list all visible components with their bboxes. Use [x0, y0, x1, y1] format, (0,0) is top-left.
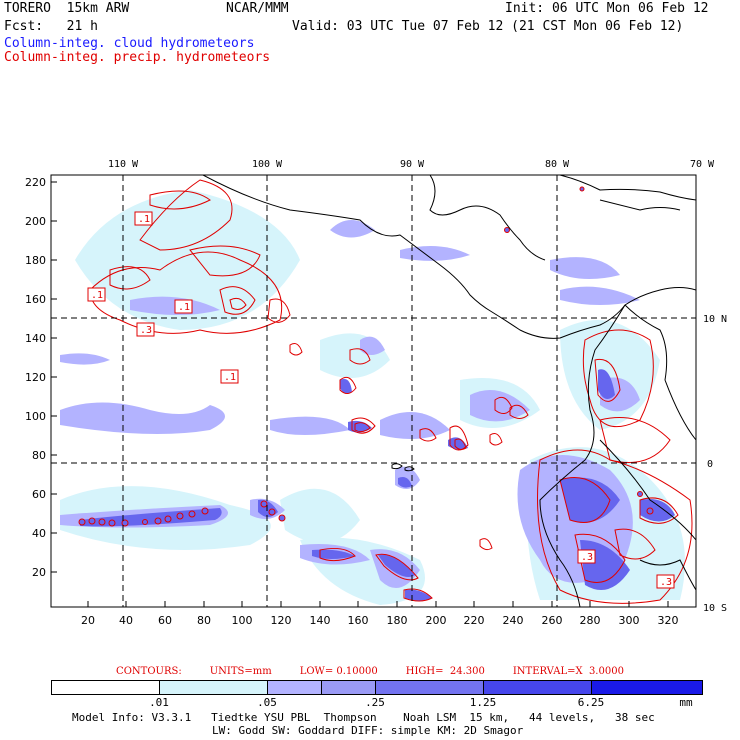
y-tick-label: 220	[25, 176, 46, 189]
x-axis: 20 40 60 80 100 120 140 160 180 200 220 …	[81, 601, 679, 627]
colorbar-units: mm	[679, 696, 693, 709]
svg-text:.3: .3	[660, 577, 672, 588]
colorbar-segment	[483, 680, 592, 695]
contour-title: CONTOURS:	[116, 666, 182, 677]
map-frame	[50, 174, 697, 608]
x-tick-label: 100	[232, 614, 253, 627]
y-tick-label: 60	[32, 488, 46, 501]
init-time: Init: 06 UTC Mon 06 Feb 12	[505, 1, 709, 16]
x-tick-label: 80	[197, 614, 211, 627]
lon-label: 100 W	[252, 159, 283, 170]
x-tick-label: 20	[81, 614, 95, 627]
y-tick-label: 120	[25, 371, 46, 384]
rainband-cells	[78, 186, 654, 527]
svg-text:.1: .1	[138, 214, 150, 225]
legend-cloud: Column-integ. cloud hydrometeors	[4, 36, 255, 51]
physics-info: LW: Godd SW: Goddard DIFF: simple KM: 2D…	[212, 724, 524, 737]
contour-label: .1	[174, 299, 193, 314]
precip-contours	[89, 179, 693, 604]
y-tick-label: 40	[32, 527, 46, 540]
latlon-grid	[51, 175, 696, 607]
y-tick-label: 140	[25, 332, 46, 345]
contour-high: HIGH= 24.300	[405, 666, 485, 677]
lat-label: 10 N	[703, 314, 727, 325]
colorbar-label: 6.25	[577, 696, 605, 709]
svg-text:.1: .1	[224, 372, 236, 383]
contour-units: UNITS=mm	[209, 666, 272, 677]
valid-time: Valid: 03 UTC Tue 07 Feb 12 (21 CST Mon …	[292, 19, 684, 34]
lat-labels: 10 N 0 10 S	[703, 314, 727, 614]
y-tick-label: 20	[32, 566, 46, 579]
colorbar-segment	[375, 680, 484, 695]
lon-label: 80 W	[545, 159, 570, 170]
colorbar-label: .01	[149, 696, 169, 709]
svg-text:.3: .3	[581, 552, 593, 563]
coastlines	[202, 175, 696, 607]
model-title: TORERO 15km ARW	[4, 1, 130, 16]
x-tick-label: 300	[619, 614, 640, 627]
x-tick-label: 160	[348, 614, 369, 627]
colorbar-label: .25	[365, 696, 385, 709]
colorbar-label: 1.25	[469, 696, 497, 709]
x-tick-label: 40	[119, 614, 133, 627]
svg-text:.1: .1	[91, 290, 103, 301]
svg-text:.1: .1	[178, 302, 190, 313]
legend-precip: Column-integ. precip. hydrometeors	[4, 50, 271, 65]
colorbar-segment	[591, 680, 703, 695]
model-info: Model Info: V3.3.1 Tiedtke YSU PBL Thomp…	[72, 711, 655, 724]
contour-label: .1	[134, 211, 153, 226]
contour-info: CONTOURS: UNITS=mm LOW= 0.10000 HIGH= 24.30…	[0, 666, 740, 677]
contour-interval: INTERVAL=X 3.0000	[512, 666, 624, 677]
x-tick-label: 280	[580, 614, 601, 627]
x-tick-label: 240	[503, 614, 524, 627]
lon-labels: 110 W 100 W 90 W 80 W 70 W	[108, 159, 715, 170]
lon-label: 90 W	[400, 159, 425, 170]
x-tick-label: 60	[158, 614, 172, 627]
lat-label: 0	[707, 459, 713, 470]
x-tick-label: 140	[310, 614, 331, 627]
colorbar-segment	[321, 680, 376, 695]
x-tick-label: 180	[387, 614, 408, 627]
y-tick-label: 160	[25, 293, 46, 306]
y-tick-label: 180	[25, 254, 46, 267]
lon-label: 110 W	[108, 159, 139, 170]
y-tick-label: 200	[25, 215, 46, 228]
cloud-fields	[60, 190, 685, 605]
contour-label: .1	[220, 369, 239, 384]
x-tick-label: 220	[464, 614, 485, 627]
x-tick-label: 120	[271, 614, 292, 627]
forecast-hour: Fcst: 21 h	[4, 19, 98, 34]
org-label: NCAR/MMM	[226, 1, 289, 16]
contour-label: .3	[656, 574, 675, 589]
lon-label: 70 W	[690, 159, 715, 170]
contour-label: .3	[136, 322, 155, 337]
lat-label: 10 S	[703, 603, 727, 614]
y-axis: 220 200 180 160 140 120 100 80 60 40 20	[25, 176, 57, 579]
contour-label-group: .1 .1 .1 .3 .1 .3 .3	[87, 211, 675, 589]
colorbar-segment	[267, 680, 322, 695]
y-tick-label: 100	[25, 410, 46, 423]
x-tick-label: 200	[426, 614, 447, 627]
colorbar-label: .05	[257, 696, 277, 709]
x-tick-label: 260	[542, 614, 563, 627]
contour-label: .1	[87, 287, 106, 302]
contour-low: LOW= 0.10000	[299, 666, 378, 677]
colorbar-segment	[159, 680, 268, 695]
colorbar-segment	[51, 680, 160, 695]
svg-text:.3: .3	[140, 325, 152, 336]
y-tick-label: 80	[32, 449, 46, 462]
x-tick-label: 320	[658, 614, 679, 627]
contour-label: .3	[577, 549, 596, 564]
